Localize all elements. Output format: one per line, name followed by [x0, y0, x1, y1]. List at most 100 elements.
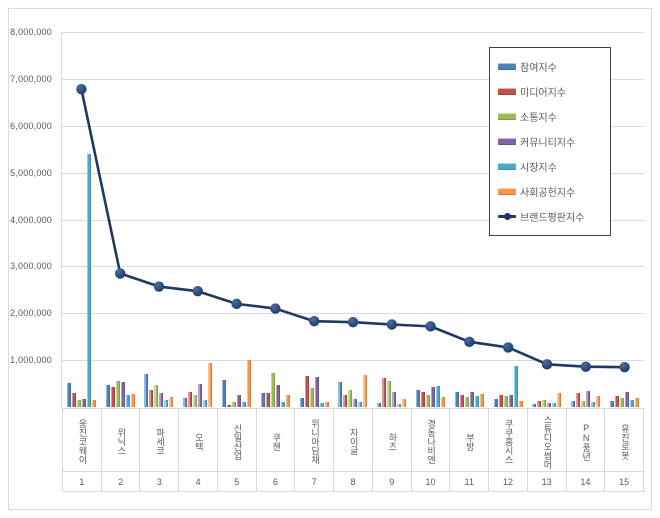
bar[interactable] — [436, 385, 441, 408]
bar[interactable] — [382, 377, 387, 408]
bar[interactable] — [532, 403, 537, 408]
bar[interactable] — [130, 394, 135, 407]
bar[interactable] — [154, 384, 159, 407]
bar[interactable] — [426, 395, 431, 407]
line-marker[interactable] — [115, 268, 126, 279]
bar[interactable] — [270, 373, 275, 407]
bar[interactable] — [392, 391, 397, 408]
bar[interactable] — [285, 394, 290, 408]
bar[interactable] — [222, 380, 227, 407]
bar[interactable] — [615, 395, 620, 408]
bar[interactable] — [227, 405, 232, 407]
bar[interactable] — [314, 377, 319, 407]
bar[interactable] — [479, 393, 484, 408]
line-marker[interactable] — [464, 336, 475, 348]
bar[interactable] — [203, 400, 208, 407]
bar[interactable] — [416, 389, 421, 408]
bar[interactable] — [237, 394, 242, 408]
bar[interactable] — [193, 395, 198, 407]
bar[interactable] — [304, 376, 309, 407]
bar[interactable] — [76, 399, 81, 407]
bar[interactable] — [265, 392, 270, 408]
bar[interactable] — [547, 402, 552, 408]
bar[interactable] — [537, 400, 542, 408]
bar[interactable] — [115, 380, 120, 408]
bar[interactable] — [474, 395, 479, 408]
bar[interactable] — [91, 400, 96, 407]
bar[interactable] — [247, 360, 252, 407]
line-marker[interactable] — [76, 83, 87, 95]
bar[interactable] — [343, 395, 348, 407]
bar[interactable] — [557, 393, 562, 407]
legend-item[interactable]: 사회공헌지수 — [498, 179, 606, 204]
bar[interactable] — [232, 401, 237, 408]
bar[interactable] — [260, 393, 265, 407]
legend-item[interactable]: 소통지수 — [498, 104, 606, 129]
legend-item[interactable]: 커뮤니티지수 — [498, 129, 606, 154]
legend-item[interactable]: 시장지수 — [498, 154, 606, 179]
bar[interactable] — [309, 387, 314, 408]
bar[interactable] — [498, 395, 503, 407]
line-marker[interactable] — [270, 303, 281, 314]
bar[interactable] — [188, 392, 193, 407]
line-marker[interactable] — [347, 316, 359, 328]
bar[interactable] — [513, 366, 518, 407]
bar[interactable] — [164, 400, 169, 407]
legend-item[interactable]: 브랜드평판지수 — [498, 204, 606, 229]
line-marker[interactable] — [425, 321, 436, 332]
bar[interactable] — [183, 398, 188, 407]
bar[interactable] — [149, 389, 154, 408]
line-marker[interactable] — [503, 342, 514, 353]
bar[interactable] — [591, 402, 596, 407]
bar[interactable] — [66, 382, 71, 408]
bar[interactable] — [518, 401, 523, 407]
bar[interactable] — [105, 384, 110, 408]
bar[interactable] — [377, 402, 382, 408]
bar[interactable] — [581, 401, 586, 407]
bar[interactable] — [324, 401, 329, 408]
bar[interactable] — [459, 395, 464, 407]
bar[interactable] — [348, 389, 353, 408]
line-marker[interactable] — [541, 359, 553, 370]
bar[interactable] — [338, 382, 343, 407]
bar[interactable] — [542, 399, 547, 407]
line-marker[interactable] — [619, 361, 630, 373]
bar[interactable] — [81, 398, 86, 408]
bar[interactable] — [363, 375, 368, 407]
bar[interactable] — [387, 381, 392, 407]
bar[interactable] — [464, 397, 469, 407]
bar[interactable] — [508, 394, 513, 408]
line-marker[interactable] — [309, 316, 320, 327]
bar[interactable] — [110, 387, 115, 407]
bar[interactable] — [299, 397, 304, 408]
bar[interactable] — [503, 396, 508, 407]
bar[interactable] — [635, 397, 640, 408]
bar[interactable] — [402, 398, 407, 408]
legend-item[interactable]: 참여지수 — [498, 54, 606, 79]
bar[interactable] — [144, 374, 149, 407]
bar[interactable] — [493, 398, 498, 408]
bar[interactable] — [571, 401, 576, 407]
bar[interactable] — [169, 397, 174, 407]
bar[interactable] — [441, 397, 446, 407]
bar[interactable] — [358, 401, 363, 408]
bar[interactable] — [353, 398, 358, 408]
bar[interactable] — [275, 384, 280, 407]
bar[interactable] — [576, 392, 581, 408]
bar[interactable] — [610, 400, 615, 408]
bar[interactable] — [159, 393, 164, 407]
bar[interactable] — [397, 404, 402, 407]
bar[interactable] — [586, 390, 591, 408]
bar[interactable] — [620, 398, 625, 407]
bar[interactable] — [242, 402, 247, 407]
bar[interactable] — [120, 382, 125, 407]
bar[interactable] — [596, 396, 601, 407]
bar[interactable] — [454, 392, 459, 407]
bar[interactable] — [208, 362, 213, 408]
legend-item[interactable]: 미디어지수 — [498, 79, 606, 104]
bar[interactable] — [421, 392, 426, 407]
bar[interactable] — [431, 387, 436, 407]
bar[interactable] — [125, 395, 130, 407]
bar[interactable] — [319, 403, 324, 407]
bar[interactable] — [86, 153, 91, 408]
